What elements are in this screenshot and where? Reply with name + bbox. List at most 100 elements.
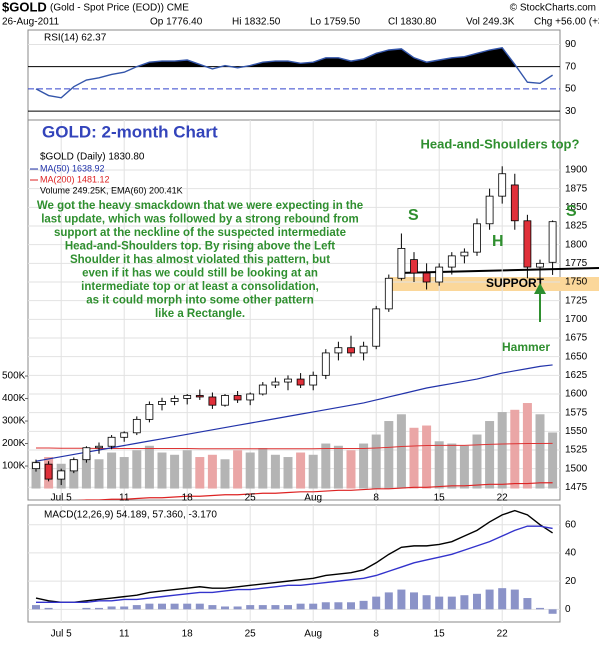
histogram-bar [460, 595, 469, 610]
volume-bar [308, 454, 318, 489]
candle-body [384, 277, 393, 310]
legend-entry: MA(200) 1481.12 [40, 174, 110, 184]
volume-bar [485, 421, 495, 489]
volume-bar [296, 452, 306, 489]
histogram-bar [271, 605, 280, 610]
candle-body [195, 395, 204, 398]
histogram-bar [120, 606, 129, 610]
x-tick-label: 22 [497, 493, 509, 504]
commentary-line: Head-and-Shoulders top. By rising above … [65, 241, 335, 253]
volume-ema-line [36, 442, 553, 450]
candle-body [170, 398, 179, 402]
volume-bar [447, 443, 457, 489]
pattern-label: Head-and-Shoulders top? [421, 136, 580, 151]
volume-bar [69, 459, 79, 489]
histogram-bar [321, 602, 330, 610]
volume-bar [195, 457, 205, 489]
candle-body [435, 266, 444, 283]
y-tick-label: 1750 [565, 277, 588, 288]
left-shoulder: S [408, 207, 419, 224]
y-tick-label: 1875 [565, 183, 588, 194]
rsi-panel [27, 29, 561, 121]
commentary-line: last update, which was followed by a str… [41, 214, 359, 226]
volume-bar [170, 454, 180, 489]
series-line [35, 509, 553, 603]
moving-average [35, 364, 553, 462]
candle-body [510, 184, 519, 222]
candle-body [132, 418, 141, 434]
volume-bar [472, 434, 482, 489]
series-line [35, 47, 553, 99]
volume-bar [207, 454, 217, 489]
x-tick-label: 18 [182, 629, 194, 640]
volume-bar [81, 454, 91, 489]
volume-bar [384, 421, 394, 489]
volume-bar [31, 461, 41, 489]
volume-bar [459, 445, 469, 489]
volume-bar [283, 457, 293, 489]
histogram-bar [32, 605, 40, 610]
histogram-bar [347, 602, 355, 610]
histogram-bar [523, 598, 532, 610]
y2-tick-label: 200K [2, 438, 26, 449]
panel-title: MACD(12,26,9) 54.189, 57.360, -3.170 [44, 510, 217, 521]
candle-body [548, 221, 557, 263]
volume-bar [510, 409, 520, 489]
y-tick-label: 1850 [565, 202, 588, 213]
candle-body [372, 308, 381, 347]
volume-bar [409, 427, 419, 489]
candle-body [246, 393, 255, 401]
x-tick-label: 15 [434, 493, 446, 504]
candle-body [460, 251, 469, 257]
description: (Gold - Spot Price (EOD)) CME [50, 3, 189, 14]
y-tick-label: 50 [565, 84, 577, 95]
volume-bar [422, 425, 432, 489]
histogram-bar [473, 593, 481, 610]
candle-body [95, 445, 103, 449]
x-tick-label: 25 [245, 629, 257, 640]
candle-body [82, 447, 91, 461]
commentary-line: even if it has we could still be looking… [82, 268, 318, 280]
candle-body [271, 381, 280, 386]
y2-tick-label: 300K [2, 416, 26, 427]
candle-body [321, 352, 330, 376]
volume-bar [182, 450, 192, 489]
x-tick-label: 11 [119, 629, 130, 640]
histogram-bar [536, 607, 544, 610]
candle-body [410, 259, 418, 274]
y-tick-label: 1825 [565, 221, 588, 232]
y-tick-label: 90 [565, 39, 577, 50]
volume-bar [321, 443, 331, 489]
quote: Op 1776.40 Hi 1832.50 Lo 1759.50 Cl 1830.80… [150, 17, 599, 28]
volume-bar [333, 445, 343, 489]
histogram-bar [397, 589, 406, 610]
candle-body [183, 395, 192, 399]
y-tick-label: 20 [565, 576, 577, 587]
volume-bar [132, 450, 142, 489]
commentary-line: intermediate top or at least a consolida… [81, 281, 319, 293]
y-tick-label: 30 [565, 106, 577, 117]
candle-body [284, 378, 292, 383]
candle-body [233, 395, 242, 401]
x-tick-label: Aug [304, 629, 322, 640]
x-tick-label: 22 [497, 629, 509, 640]
series-line [36, 525, 553, 603]
x-tick-label: Jul 5 [51, 493, 73, 504]
y-tick-label: 1600 [565, 389, 588, 400]
date: 26-Aug-2011 [2, 17, 60, 28]
volume-bar [220, 459, 230, 489]
candle-body [397, 248, 406, 279]
volume-bar [346, 450, 356, 489]
y-tick-label: 1525 [565, 445, 588, 456]
histogram-bar [334, 602, 343, 610]
y-tick-label: 1900 [565, 165, 588, 176]
price-panel [27, 119, 561, 501]
commentary-line: We got the heavy smackdown that we were … [37, 200, 363, 212]
candle-body [309, 374, 318, 386]
x-tick-label: 8 [373, 493, 379, 504]
x-tick-label: 25 [245, 493, 257, 504]
y-tick-label: 1575 [565, 407, 588, 418]
chart-title: GOLD: 2-month Chart [42, 122, 218, 141]
moving-average [76, 482, 553, 500]
